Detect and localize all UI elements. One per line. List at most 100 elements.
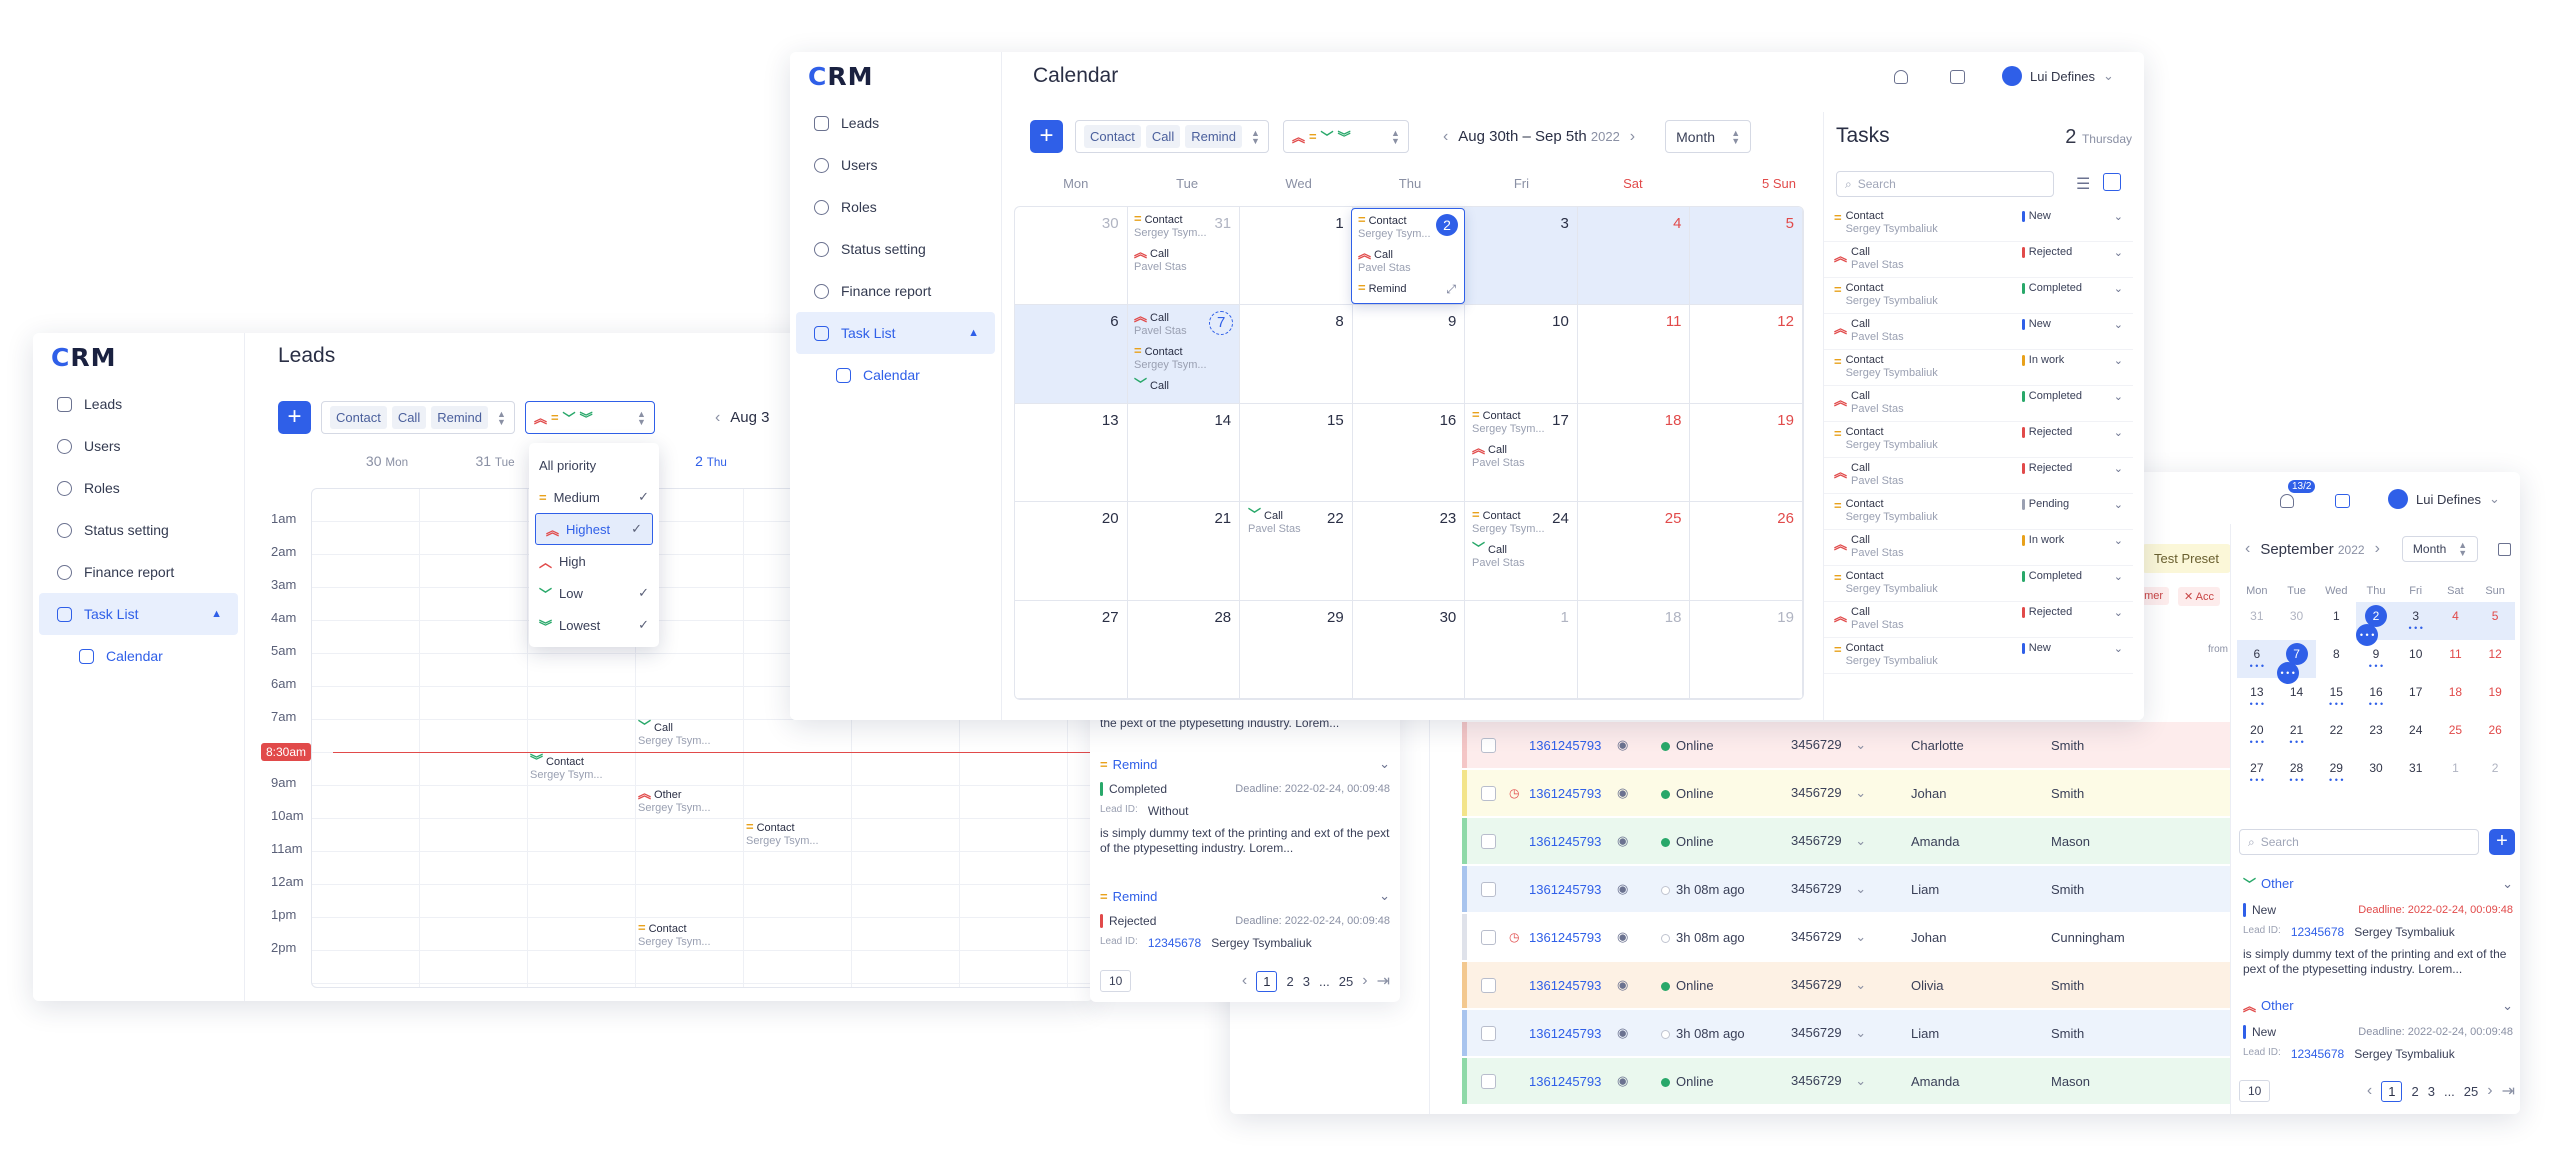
day-cell[interactable]: 30	[1015, 207, 1128, 306]
day-cell[interactable]: 11	[1577, 305, 1691, 404]
day-cell[interactable]: 22	[1240, 502, 1353, 601]
mini-day[interactable]: 8	[2332, 647, 2340, 661]
event-call[interactable]: ︽ Call Pavel Stas	[1358, 246, 1411, 274]
type-filter[interactable]: Contact Call Remind ▲ ▼	[321, 401, 515, 434]
day-cell[interactable]: 14	[1127, 403, 1241, 503]
next-week-icon[interactable]: ›	[1629, 127, 1636, 145]
view-select[interactable]: Month ▲ ▼	[1665, 120, 1752, 153]
prev-page-icon[interactable]: ‹	[2366, 1082, 2373, 1099]
lead-id[interactable]: 1361245793	[1529, 1073, 1602, 1089]
chevron-down-icon[interactable]: ⌄	[2113, 463, 2123, 475]
chevron-down-icon[interactable]: ⌄	[2113, 643, 2123, 655]
calendar-icon[interactable]	[2335, 494, 2350, 508]
event-contact[interactable]: = Contact Sergey Tsym...	[1358, 212, 1431, 240]
table-row[interactable]: 1361245793 ◉ Online 3456729 ⌄ Amanda Mason	[1462, 818, 2242, 864]
row-checkbox[interactable]	[1481, 930, 1496, 946]
lead-id[interactable]: 1361245793	[1529, 929, 1602, 945]
mini-day[interactable]: 3 • • •	[2395, 602, 2436, 640]
mini-day[interactable]: 9 • • •	[2356, 640, 2396, 678]
priority-option-medium[interactable]: = Medium ✓	[539, 489, 649, 505]
day-cell[interactable]: 9	[1352, 305, 1466, 404]
add-task-button[interactable]: +	[278, 401, 311, 434]
sidebar-item-status-setting[interactable]: Status setting	[39, 509, 238, 551]
last-page-icon[interactable]: ⇥	[1376, 973, 1390, 990]
day-cell[interactable]: 19	[1690, 403, 1803, 503]
day-cell[interactable]: 17	[1465, 403, 1578, 503]
day-cell[interactable]: 28	[1127, 600, 1241, 699]
prev-week-icon[interactable]: ‹	[1442, 127, 1449, 145]
priority-option-lowest[interactable]: ︾ Lowest ✓	[539, 617, 649, 634]
event-call[interactable]: ︽ Call Pavel Stas	[1134, 309, 1187, 337]
day-cell[interactable]: 20	[1015, 502, 1128, 601]
table-row[interactable]: 1361245793 ◉ Online 3456729 ⌄ Charlotte Smith	[1462, 722, 2242, 768]
mini-day[interactable]: 16 • • •	[2356, 678, 2396, 716]
day-cell[interactable]: 31	[1127, 207, 1241, 306]
eye-icon[interactable]: ◉	[1617, 929, 1629, 944]
event-call[interactable]: ︽ Call Pavel Stas	[1134, 245, 1187, 273]
event-contact[interactable]: = Contact Sergey Tsym...	[746, 819, 819, 847]
row-checkbox[interactable]	[1481, 978, 1496, 994]
mini-day[interactable]: 13 • • •	[2237, 678, 2277, 716]
last-page-icon[interactable]: ⇥	[2501, 1083, 2515, 1100]
eye-icon[interactable]: ◉	[1617, 977, 1629, 992]
sidebar-item-task-list[interactable]: Task List ▲	[39, 593, 238, 635]
lead-id[interactable]: 1361245793	[1529, 833, 1602, 849]
mini-day[interactable]: 31	[2409, 761, 2423, 775]
day-cell[interactable]: 18	[1577, 600, 1691, 699]
task-row[interactable]: ︽ Call Pavel Stas In work ⌄	[1824, 530, 2133, 566]
expand-icon[interactable]: ⤢	[1446, 282, 1456, 296]
task-row[interactable]: = Contact Sergey Tsymbaliuk Rejected ⌄	[1824, 422, 2133, 458]
mini-day[interactable]: 14	[2289, 685, 2304, 699]
task-row[interactable]: ︽ Call Pavel Stas Rejected ⌄	[1824, 458, 2133, 494]
lead-id[interactable]: 1361245793	[1529, 1025, 1602, 1041]
event-contact[interactable]: ︾ Contact Sergey Tsym...	[530, 753, 603, 781]
mini-day[interactable]: 28 • • •	[2277, 754, 2317, 792]
chevron-down-icon[interactable]: ⌄	[2113, 211, 2123, 223]
mini-day[interactable]: 1	[2332, 609, 2340, 623]
page-25[interactable]: 25	[2463, 1083, 2479, 1099]
priority-option-high[interactable]: ︿ High	[539, 553, 586, 570]
task-card[interactable]: = Remind ⌄ Completed Deadline: 2022-02-24, …	[1100, 756, 1390, 855]
add-task-button[interactable]: +	[2489, 829, 2515, 855]
grid-view-icon[interactable]	[2103, 173, 2121, 191]
chevron-down-icon[interactable]: ⌄	[2113, 283, 2123, 295]
mini-day[interactable]: 17	[2409, 685, 2423, 699]
row-checkbox[interactable]	[1481, 1074, 1496, 1090]
notification-icon[interactable]	[1894, 70, 1908, 84]
mini-day[interactable]: 29 • • •	[2316, 754, 2356, 792]
event-call[interactable]: ﹀ Call Sergey Tsym...	[638, 719, 711, 747]
mini-day[interactable]: 27 • • •	[2237, 754, 2277, 792]
task-row[interactable]: = Contact Sergey Tsymbaliuk In work ⌄	[1824, 350, 2133, 386]
chevron-down-icon[interactable]: ⌄	[2113, 499, 2123, 511]
day-cell[interactable]: 25	[1577, 502, 1691, 601]
search-input[interactable]: ⌕ Search	[2239, 829, 2479, 855]
event-contact[interactable]: = Contact Sergey Tsym...	[1472, 407, 1545, 435]
lead-id[interactable]: 1361245793	[1529, 737, 1602, 753]
eye-icon[interactable]: ◉	[1617, 1025, 1629, 1040]
task-row[interactable]: = Contact Sergey Tsymbaliuk Completed ⌄	[1824, 566, 2133, 602]
table-row[interactable]: 1361245793 ◉ 3h 08m ago 3456729 ⌄ Liam Smith	[1462, 1010, 2242, 1056]
priority-filter[interactable]: ︽ = ﹀ ︾ ▲ ▼	[524, 401, 655, 434]
chevron-down-icon[interactable]: ⌄	[2113, 355, 2123, 367]
day-cell[interactable]: 7	[1127, 305, 1241, 404]
mini-day[interactable]: 11	[2449, 647, 2462, 661]
mini-day[interactable]: 10	[2409, 647, 2423, 661]
mini-day[interactable]: 5	[2475, 602, 2515, 640]
filter-tag[interactable]: ✕ Acc	[2178, 587, 2221, 606]
mini-day[interactable]: 23	[2369, 723, 2383, 737]
notification-icon[interactable]	[2280, 494, 2294, 508]
day-cell[interactable]: 27	[1015, 600, 1128, 699]
row-checkbox[interactable]	[1481, 738, 1496, 754]
table-row[interactable]: 1361245793 ◉ 3h 08m ago 3456729 ⌄ Liam Smith	[1462, 866, 2242, 912]
per-page-select[interactable]: 10	[1100, 970, 1132, 992]
next-page-icon[interactable]: ›	[1362, 972, 1368, 989]
day-cell[interactable]: 15	[1240, 403, 1353, 503]
search-input[interactable]: ⌕ Search	[1836, 171, 2054, 197]
prev-arrow-icon[interactable]: ‹	[714, 408, 721, 426]
mini-day[interactable]: 19	[2488, 685, 2502, 699]
table-row[interactable]: 1361245793 ◉ Online 3456729 ⌄ Olivia Smith	[1462, 962, 2242, 1008]
task-row[interactable]: = Contact Sergey Tsymbaliuk Pending ⌄	[1824, 494, 2133, 530]
sidebar-item-users[interactable]: Users	[39, 425, 238, 467]
mini-day[interactable]: 22	[2329, 723, 2343, 737]
page-2[interactable]: 2	[1286, 973, 1294, 989]
